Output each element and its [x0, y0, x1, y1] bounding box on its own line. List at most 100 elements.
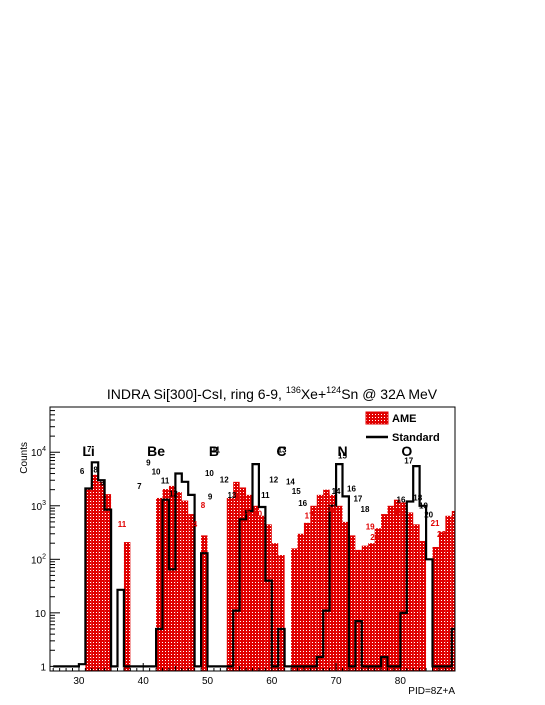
- mass-label: 7: [137, 482, 142, 491]
- ame-bar: [162, 489, 169, 671]
- mass-label: 14: [286, 477, 295, 486]
- ame-bar: [368, 543, 375, 671]
- ame-bar: [323, 489, 330, 671]
- ame-bar: [188, 514, 195, 671]
- y-axis-label: Counts: [19, 442, 30, 474]
- ame-bar: [329, 494, 337, 671]
- ame-bar: [252, 505, 259, 671]
- ame-bar: [478, 536, 484, 671]
- x-tick-label: 50: [202, 676, 214, 687]
- mass-label: 21: [431, 519, 440, 528]
- y-tick-label: 1: [40, 662, 46, 673]
- mass-label: 18: [361, 505, 370, 514]
- ame-bar: [123, 542, 131, 671]
- ame-bar: [471, 527, 477, 671]
- ame-bar: [258, 515, 266, 671]
- x-tick-label: 80: [395, 676, 407, 687]
- y-tick-label: 104: [31, 446, 46, 459]
- mass-label: 10: [205, 469, 214, 478]
- mass-label: 11: [161, 477, 170, 486]
- mass-label: 20: [424, 510, 433, 519]
- ame-bar: [181, 500, 189, 671]
- ame-bar: [361, 545, 369, 671]
- mass-label: 16: [347, 484, 356, 493]
- mass-label: 11: [261, 491, 270, 500]
- ame-bar: [374, 528, 382, 671]
- mass-label: 9: [146, 459, 151, 468]
- ame-bar: [484, 550, 490, 671]
- ame-bar: [85, 488, 92, 671]
- ame-bar: [316, 494, 324, 671]
- mass-label: 15: [242, 507, 251, 516]
- ame-bar: [201, 535, 208, 671]
- element-label: O: [401, 443, 412, 459]
- mass-label: 6: [80, 467, 85, 476]
- ame-bar: [175, 492, 182, 671]
- standard-series: [53, 461, 455, 668]
- ame-bar: [406, 512, 414, 671]
- ame-bar: [381, 514, 388, 671]
- element-label: Li: [82, 443, 94, 459]
- y-tick-label: 103: [31, 500, 46, 513]
- mass-label: 16: [298, 499, 307, 508]
- mass-label: 8: [93, 465, 98, 474]
- legend-label-ame: AME: [392, 413, 416, 425]
- axes: 30 40 50 60 70 80 1 10 102 103 104: [31, 406, 453, 687]
- ame-bar: [91, 474, 99, 671]
- ame-bar: [432, 546, 439, 671]
- ame-bar: [104, 494, 112, 671]
- x-tick-label: 30: [73, 676, 85, 687]
- ame-bar: [271, 543, 279, 671]
- mass-label: 11: [118, 520, 127, 529]
- mass-label: 9: [100, 478, 105, 487]
- mass-label: 17: [353, 495, 362, 504]
- element-labels: Li Be B C N O: [82, 443, 412, 459]
- mass-label: 8: [201, 501, 206, 510]
- mass-label: 9: [208, 493, 213, 502]
- mass-label: 12: [220, 476, 229, 485]
- mass-label: 15: [338, 451, 347, 460]
- mass-label: 15: [292, 487, 301, 496]
- mass-label: 19: [419, 501, 428, 510]
- mass-label: 10: [253, 510, 262, 519]
- element-label: B: [209, 443, 219, 459]
- mass-label: 14: [332, 487, 341, 496]
- mass-label: 19: [366, 523, 375, 532]
- ame-bar: [400, 502, 407, 671]
- ame-bar: [419, 540, 427, 671]
- ame-bar: [168, 485, 176, 671]
- mass-label: 11: [212, 446, 221, 455]
- ame-bar: [336, 505, 343, 671]
- element-label: C: [276, 443, 286, 459]
- ame-bar: [226, 497, 234, 671]
- y-tick-label: 10: [35, 609, 47, 620]
- mass-label: 13: [278, 446, 287, 455]
- ame-bar: [393, 499, 401, 671]
- legend-label-standard: Standard: [392, 432, 440, 444]
- ame-bar: [246, 494, 253, 671]
- ame-bar: [98, 481, 105, 671]
- ame-bar: [278, 555, 285, 671]
- ame-bar: [303, 522, 311, 671]
- x-tick-label: 70: [331, 676, 343, 687]
- mass-label: 12: [269, 476, 278, 485]
- mass-label: 22: [437, 530, 446, 539]
- ame-bar: [413, 524, 420, 671]
- mass-label: 10: [152, 468, 161, 477]
- chart-title: INDRA Si[300]-CsI, ring 6-9, 136Xe+124Sn…: [107, 385, 438, 402]
- ame-bar: [342, 521, 349, 671]
- ame-bar: [445, 515, 452, 671]
- ame-bar: [451, 510, 455, 671]
- mass-label: 16: [397, 496, 406, 505]
- mass-label: 7: [87, 445, 92, 454]
- element-label: Be: [147, 443, 165, 459]
- x-axis-label: PID=8Z+A: [408, 686, 455, 697]
- ame-bar: [265, 524, 272, 671]
- ame-bar: [233, 481, 240, 671]
- mass-label: 14: [188, 520, 197, 529]
- legend-swatch-ame: [365, 411, 389, 425]
- mass-label: 17: [305, 511, 314, 520]
- ame-bar: [387, 505, 394, 671]
- ame-bar: [348, 535, 356, 671]
